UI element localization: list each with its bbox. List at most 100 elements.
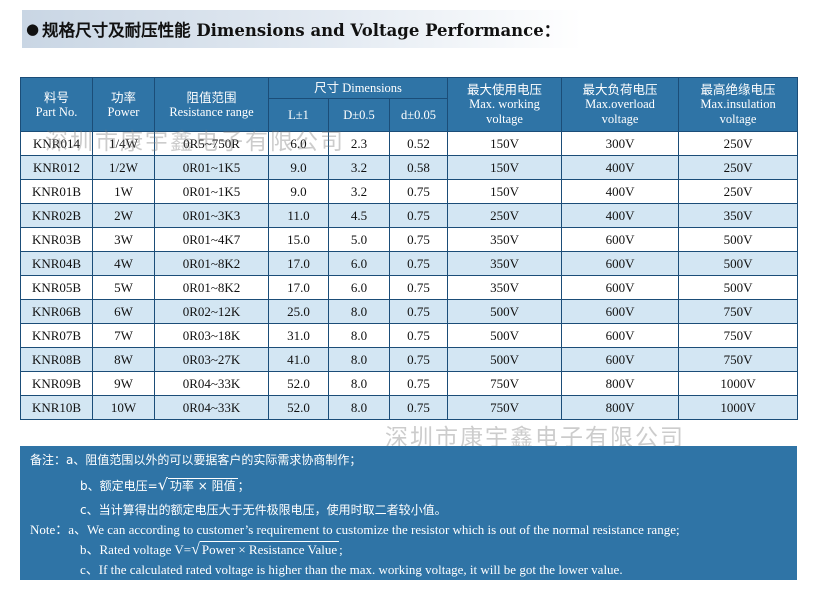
cell-power: 4W xyxy=(92,251,155,276)
cell-resistance-range: 0R02~12K xyxy=(154,299,269,324)
cell-max-overload-voltage: 800V xyxy=(561,395,680,420)
cell-resistance-range: 0R01~8K2 xyxy=(154,251,269,276)
table-row: KNR04B 4W 0R01~8K2 17.0 6.0 0.75 350V 600V 500V xyxy=(20,251,799,276)
cell-power: 10W xyxy=(92,395,155,420)
notes-panel: 备注：a、阻值范围以外的可以要据客户的实际需求协商制作； b、额定电压=√ 功率 … xyxy=(20,446,797,580)
radical-icon: √ xyxy=(157,475,168,494)
cell-resistance-range: 0R04~33K xyxy=(154,395,269,420)
section-title: 规格尺寸及耐压性能 Dimensions and Voltage Perform… xyxy=(42,21,561,40)
header-lead-diameter: d±0.05 xyxy=(388,98,449,132)
cell-body-diameter: 8.0 xyxy=(328,299,390,324)
cell-body-diameter: 6.0 xyxy=(328,251,390,276)
cell-max-overload-voltage: 400V xyxy=(561,179,680,204)
cell-body-diameter: 5.0 xyxy=(328,227,390,252)
cell-max-insulation-voltage: 750V xyxy=(678,323,799,348)
sqrt-formula-en: √ Power × Resistance Value xyxy=(191,541,340,558)
cell-length: 11.0 xyxy=(268,203,329,228)
table-row: KNR07B 7W 0R03~18K 31.0 8.0 0.75 500V 600V 750V xyxy=(20,323,799,348)
note-en-c: c、If the calculated rated voltage is hig… xyxy=(80,562,623,577)
table-row: KNR01B 1W 0R01~1K5 9.0 3.2 0.75 150V 400V 250V xyxy=(20,179,799,204)
cell-part-no: KNR07B xyxy=(20,323,93,348)
note-zh-b: b、额定电压=√ 功率 × 阻值； xyxy=(30,470,787,500)
cell-resistance-range: 0R01~8K2 xyxy=(154,275,269,300)
table-row: KNR10B 10W 0R04~33K 52.0 8.0 0.75 750V 800V 1000… xyxy=(20,395,799,420)
cell-body-diameter: 8.0 xyxy=(328,395,390,420)
cell-body-diameter: 4.5 xyxy=(328,203,390,228)
cell-power: 9W xyxy=(92,371,155,396)
header-length: L±1 xyxy=(268,98,329,132)
header-dimensions: 尺寸 Dimensions xyxy=(267,77,449,99)
cell-part-no: KNR01B xyxy=(20,179,93,204)
cell-max-overload-voltage: 600V xyxy=(561,347,680,372)
cell-max-insulation-voltage: 250V xyxy=(678,155,799,180)
cell-max-overload-voltage: 600V xyxy=(561,323,680,348)
cell-max-working-voltage: 350V xyxy=(447,275,563,300)
cell-part-no: KNR02B xyxy=(20,203,93,228)
cell-max-overload-voltage: 600V xyxy=(561,227,680,252)
cell-max-insulation-voltage: 750V xyxy=(678,299,799,324)
cell-length: 17.0 xyxy=(268,251,329,276)
table-body: KNR014 1/4W 0R5~750R 6.0 2.3 0.52 150V 300V 250V… xyxy=(20,131,799,420)
cell-part-no: KNR05B xyxy=(20,275,93,300)
cell-part-no: KNR06B xyxy=(20,299,93,324)
table-row: KNR05B 5W 0R01~8K2 17.0 6.0 0.75 350V 600V 500V xyxy=(20,275,799,300)
cell-lead-diameter: 0.58 xyxy=(388,155,449,180)
cell-part-no: KNR09B xyxy=(20,371,93,396)
cell-resistance-range: 0R5~750R xyxy=(154,131,269,156)
cell-length: 31.0 xyxy=(268,323,329,348)
cell-max-working-voltage: 750V xyxy=(447,371,563,396)
cell-resistance-range: 0R03~18K xyxy=(154,323,269,348)
cell-power: 1/4W xyxy=(92,131,155,156)
table-row: KNR08B 8W 0R03~27K 41.0 8.0 0.75 500V 600V 750V xyxy=(20,347,799,372)
cell-max-working-voltage: 250V xyxy=(447,203,563,228)
cell-resistance-range: 0R03~27K xyxy=(154,347,269,372)
cell-max-working-voltage: 150V xyxy=(447,131,563,156)
cell-length: 25.0 xyxy=(268,299,329,324)
cell-length: 52.0 xyxy=(268,371,329,396)
note-zh-a: 备注：a、阻值范围以外的可以要据客户的实际需求协商制作； xyxy=(30,453,362,467)
cell-max-working-voltage: 150V xyxy=(447,179,563,204)
cell-lead-diameter: 0.75 xyxy=(388,227,449,252)
cell-max-overload-voltage: 800V xyxy=(561,371,680,396)
cell-max-working-voltage: 500V xyxy=(447,347,563,372)
note-en-a: Note：a、We can according to customer’s re… xyxy=(30,522,680,537)
sqrt-formula-zh: √ 功率 × 阻值 xyxy=(157,475,238,494)
cell-max-insulation-voltage: 250V xyxy=(678,179,799,204)
cell-max-working-voltage: 150V xyxy=(447,155,563,180)
cell-max-working-voltage: 500V xyxy=(447,299,563,324)
cell-lead-diameter: 0.75 xyxy=(388,203,449,228)
cell-power: 1/2W xyxy=(92,155,155,180)
table-row: KNR02B 2W 0R01~3K3 11.0 4.5 0.75 250V 400V 350V xyxy=(20,203,799,228)
radical-icon: √ xyxy=(191,541,200,558)
cell-body-diameter: 6.0 xyxy=(328,275,390,300)
cell-max-insulation-voltage: 1000V xyxy=(678,395,799,420)
cell-power: 3W xyxy=(92,227,155,252)
cell-max-working-voltage: 350V xyxy=(447,251,563,276)
cell-body-diameter: 8.0 xyxy=(328,371,390,396)
cell-part-no: KNR012 xyxy=(20,155,93,180)
cell-part-no: KNR08B xyxy=(20,347,93,372)
cell-length: 15.0 xyxy=(268,227,329,252)
cell-part-no: KNR03B xyxy=(20,227,93,252)
cell-body-diameter: 2.3 xyxy=(328,131,390,156)
cell-max-insulation-voltage: 500V xyxy=(678,275,799,300)
cell-max-overload-voltage: 600V xyxy=(561,251,680,276)
cell-body-diameter: 3.2 xyxy=(328,155,390,180)
cell-power: 6W xyxy=(92,299,155,324)
cell-resistance-range: 0R01~1K5 xyxy=(154,155,269,180)
table-row: KNR06B 6W 0R02~12K 25.0 8.0 0.75 500V 600V 750V xyxy=(20,299,799,324)
cell-max-overload-voltage: 300V xyxy=(561,131,680,156)
cell-resistance-range: 0R01~3K3 xyxy=(154,203,269,228)
cell-length: 9.0 xyxy=(268,155,329,180)
cell-length: 6.0 xyxy=(268,131,329,156)
cell-lead-diameter: 0.75 xyxy=(388,251,449,276)
header-part-no: 料号 Part No. xyxy=(20,77,93,132)
cell-max-overload-voltage: 400V xyxy=(561,203,680,228)
cell-body-diameter: 3.2 xyxy=(328,179,390,204)
cell-body-diameter: 8.0 xyxy=(328,323,390,348)
cell-max-working-voltage: 500V xyxy=(447,323,563,348)
cell-resistance-range: 0R01~1K5 xyxy=(154,179,269,204)
table-row: KNR012 1/2W 0R01~1K5 9.0 3.2 0.58 150V 400V 250V xyxy=(20,155,799,180)
cell-resistance-range: 0R04~33K xyxy=(154,371,269,396)
cell-power: 7W xyxy=(92,323,155,348)
